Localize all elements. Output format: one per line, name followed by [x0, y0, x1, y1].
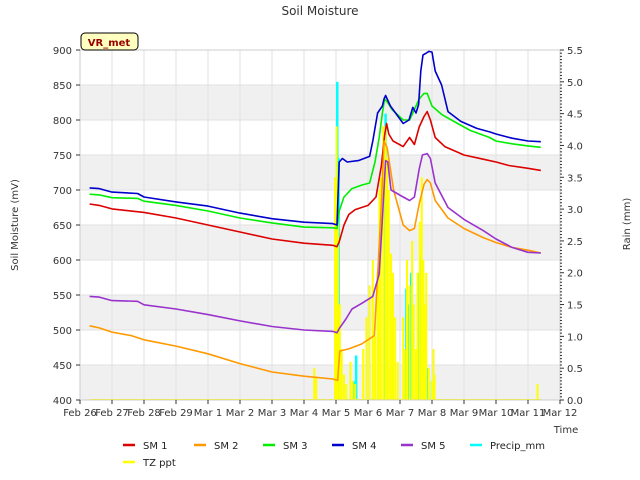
y-band [80, 85, 560, 120]
y-axis-label: Soil Moisture (mV) [10, 179, 21, 271]
series-lines [89, 50, 541, 382]
x-tick-label: Mar 1 [194, 408, 222, 419]
x-tick-label: Mar 3 [258, 408, 286, 419]
legend-item-sm-1: SM 1 [123, 441, 168, 452]
y2-tick-label: 4.5 [567, 110, 583, 121]
y-tick-label: 500 [53, 326, 72, 337]
legend-item-sm-3: SM 3 [263, 441, 308, 452]
sm-1-line [89, 110, 541, 248]
y-tick-label: 850 [53, 81, 72, 92]
y-band [80, 295, 560, 330]
x-tick-label: Feb 28 [127, 408, 161, 419]
y-tick-label: 550 [53, 291, 72, 302]
y2-tick-label: 5.5 [567, 46, 583, 57]
x-tick-label: Feb 29 [159, 408, 193, 419]
y2-tick-label: 2.5 [567, 237, 583, 248]
legend-label: TZ ppt [142, 458, 176, 469]
y-tick-label: 700 [53, 186, 72, 197]
y-tick-label: 600 [53, 256, 72, 267]
y-tick-label: 900 [53, 46, 72, 57]
x-tick-label: Mar 9 [450, 408, 478, 419]
legend-label: SM 3 [283, 441, 308, 452]
y2-tick-label: 5.0 [567, 78, 583, 89]
x-tick-label: Mar 7 [386, 408, 414, 419]
y2-tick-label: 2.0 [567, 269, 583, 280]
site-badge-label: VR_met [88, 38, 131, 49]
legend-label: SM 1 [143, 441, 168, 452]
x-tick-label: Feb 27 [95, 408, 129, 419]
y2-tick-label: 3.5 [567, 173, 583, 184]
legend-item-precip-mm: Precip_mm [470, 441, 545, 452]
y2-tick-label: 0.0 [567, 396, 583, 407]
y-tick-label: 650 [53, 221, 72, 232]
sm-3-line [89, 92, 541, 230]
legend-item-sm-4: SM 4 [332, 441, 377, 452]
sm-2-line [89, 140, 541, 382]
sm-5-line [89, 152, 541, 334]
legend-label: SM 2 [214, 441, 239, 452]
legend: SM 1 SM 2 SM 3 SM 4 SM 5 Precip_mm TZ ppt [123, 441, 545, 469]
site-badge: VR_met [80, 32, 139, 51]
x-axis-label: Time [553, 425, 578, 436]
x-tick-label: Mar 2 [226, 408, 254, 419]
y2-tick-label: 3.0 [567, 205, 583, 216]
x-tick-label: Mar 8 [418, 408, 446, 419]
y2-tick-label: 1.5 [567, 301, 583, 312]
legend-label: SM 5 [421, 441, 446, 452]
y-axis-ticks: 400 450 500 550 600 650 700 750 800 850 900 [53, 46, 80, 407]
legend-item-sm-2: SM 2 [194, 441, 239, 452]
y2-tick-label: 4.0 [567, 141, 583, 152]
chart-title: Soil Moisture [281, 4, 358, 18]
x-tick-label: Mar 6 [354, 408, 382, 419]
legend-label: SM 4 [352, 441, 377, 452]
y-tick-label: 750 [53, 151, 72, 162]
y-band [80, 225, 560, 260]
x-tick-label: Mar 12 [543, 408, 578, 419]
x-tick-label: Mar 11 [511, 408, 546, 419]
x-tick-label: Mar 4 [290, 408, 318, 419]
legend-item-tz-ppt: TZ ppt [123, 458, 176, 469]
x-tick-label: Mar 5 [322, 408, 350, 419]
y-tick-label: 400 [53, 396, 72, 407]
x-tick-label: Feb 26 [63, 408, 97, 419]
y-tick-label: 800 [53, 116, 72, 127]
y-tick-label: 450 [53, 361, 72, 372]
sm-4-line [89, 50, 541, 226]
y2-tick-label: 0.5 [567, 364, 583, 375]
y2-tick-label: 1.0 [567, 332, 583, 343]
legend-item-sm-5: SM 5 [401, 441, 446, 452]
legend-label: Precip_mm [490, 441, 545, 452]
y-band [80, 365, 560, 400]
y-band [80, 155, 560, 190]
y2-axis-label: Rain (mm) [622, 198, 633, 251]
x-tick-label: Mar 10 [479, 408, 514, 419]
y2-axis-ticks: 0.0 0.5 1.0 1.5 2.0 2.5 3.0 3.5 4.0 4.5 5.0 5.5 [560, 46, 583, 407]
